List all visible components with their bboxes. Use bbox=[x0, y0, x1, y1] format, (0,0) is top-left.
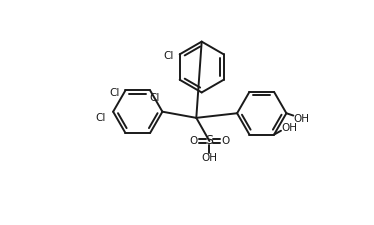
Text: OH: OH bbox=[282, 123, 297, 133]
Text: Cl: Cl bbox=[163, 51, 173, 61]
Text: Cl: Cl bbox=[96, 113, 106, 123]
Text: OH: OH bbox=[201, 153, 217, 163]
Text: S: S bbox=[205, 135, 214, 147]
Text: Cl: Cl bbox=[150, 93, 160, 103]
Text: O: O bbox=[189, 136, 197, 146]
Text: OH: OH bbox=[294, 114, 310, 124]
Text: O: O bbox=[221, 136, 230, 146]
Text: Cl: Cl bbox=[110, 88, 120, 99]
